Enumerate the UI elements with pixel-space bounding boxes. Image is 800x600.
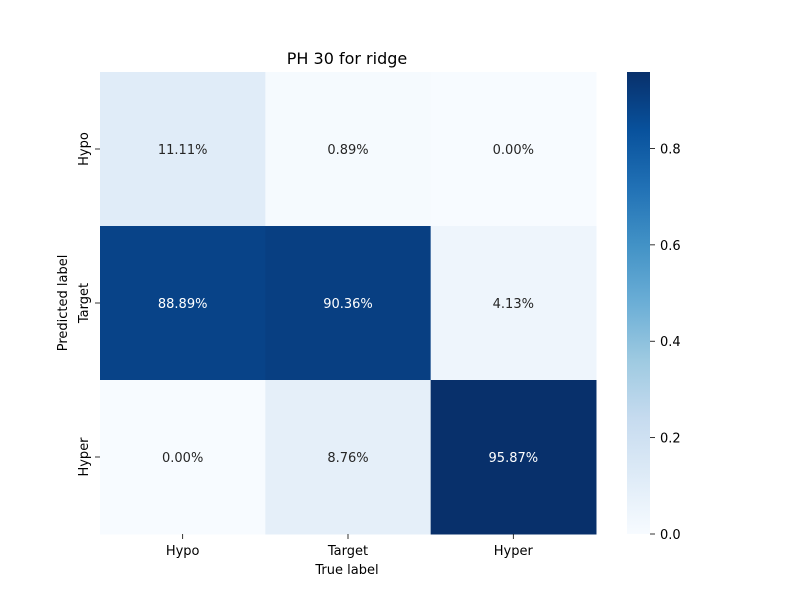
colorbar-tick-label: 0.6 (660, 239, 681, 254)
y-tick-label: Target (77, 283, 92, 324)
heatmap-cell (100, 380, 266, 535)
heatmap-cells (100, 72, 597, 535)
x-axis-ticks: Hypo Target Hyper (166, 534, 534, 559)
heatmap-cell (430, 72, 597, 227)
colorbar (627, 72, 650, 534)
cell-annotation: 4.13% (493, 297, 534, 312)
heatmap-cell (430, 226, 597, 381)
colorbar-ticks: 0.0 0.2 0.4 0.6 0.8 (650, 142, 681, 543)
chart-title: PH 30 for ridge (287, 49, 407, 68)
y-tick-label: Hyper (77, 437, 92, 477)
cell-annotation: 0.89% (327, 143, 368, 158)
cell-annotation: 88.89% (158, 297, 208, 312)
colorbar-tick-label: 0.4 (660, 335, 681, 350)
heatmap-cell (430, 380, 597, 535)
heatmap-cell (100, 72, 266, 227)
cell-annotation: 0.00% (162, 451, 203, 466)
colorbar-tick-label: 0.2 (660, 432, 681, 447)
heatmap-cell (100, 226, 266, 381)
cell-annotation: 8.76% (327, 451, 368, 466)
x-tick-label: Hypo (166, 544, 200, 559)
colorbar-tick-label: 0.8 (660, 142, 681, 157)
cell-annotation: 95.87% (489, 451, 539, 466)
x-tick-label: Hyper (494, 544, 534, 559)
heatmap-cell (265, 226, 432, 381)
cell-annotations: 11.11% 0.89% 0.00% 88.89% 90.36% 4.13% 0.00% 8.… (158, 143, 538, 466)
y-tick-label: Hypo (77, 132, 92, 166)
x-tick-label: Target (327, 544, 368, 559)
cell-annotation: 90.36% (323, 297, 373, 312)
heatmap-cell (265, 380, 432, 535)
heatmap-cell (265, 72, 432, 227)
cell-annotation: 0.00% (493, 143, 534, 158)
cell-annotation: 11.11% (158, 143, 208, 158)
y-axis-ticks: Hypo Target Hyper (77, 132, 100, 477)
y-axis-label: Predicted label (56, 255, 71, 352)
x-axis-label: True label (314, 563, 378, 578)
colorbar-tick-label: 0.0 (660, 528, 681, 543)
